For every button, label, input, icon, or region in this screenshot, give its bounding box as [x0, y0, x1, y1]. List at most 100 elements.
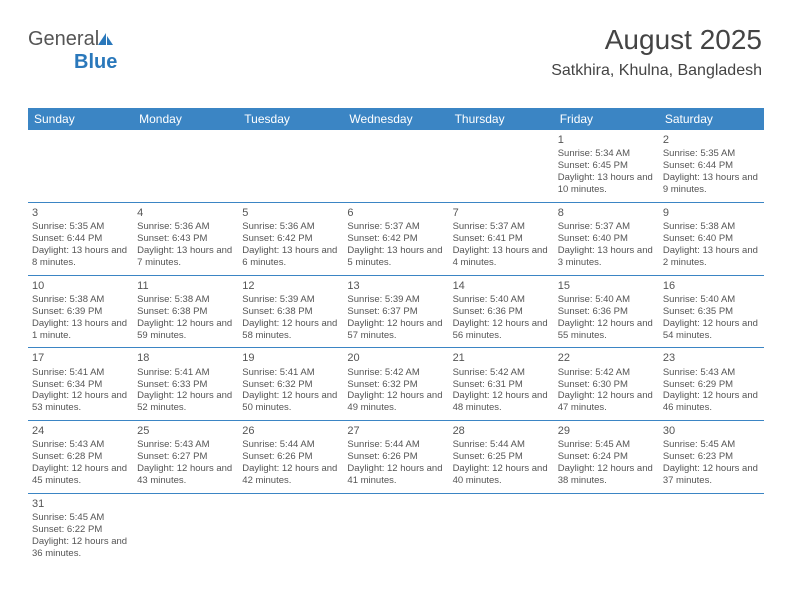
calendar-cell [133, 493, 238, 565]
calendar-cell: 31Sunrise: 5:45 AMSunset: 6:22 PMDayligh… [28, 493, 133, 565]
day-info: Sunrise: 5:43 AMSunset: 6:28 PMDaylight:… [32, 439, 129, 487]
sunrise-text: Sunrise: 5:36 AM [137, 221, 234, 233]
daylight-text: Daylight: 12 hours and 56 minutes. [453, 318, 550, 342]
calendar-cell: 16Sunrise: 5:40 AMSunset: 6:35 PMDayligh… [659, 275, 764, 348]
sunrise-text: Sunrise: 5:42 AM [558, 367, 655, 379]
sunrise-text: Sunrise: 5:39 AM [242, 294, 339, 306]
sunrise-text: Sunrise: 5:43 AM [32, 439, 129, 451]
day-number: 29 [558, 424, 655, 438]
day-info: Sunrise: 5:44 AMSunset: 6:26 PMDaylight:… [347, 439, 444, 487]
daylight-text: Daylight: 12 hours and 54 minutes. [663, 318, 760, 342]
daylight-text: Daylight: 13 hours and 8 minutes. [32, 245, 129, 269]
sunrise-text: Sunrise: 5:37 AM [347, 221, 444, 233]
sunrise-text: Sunrise: 5:41 AM [242, 367, 339, 379]
sunset-text: Sunset: 6:45 PM [558, 160, 655, 172]
daylight-text: Daylight: 12 hours and 55 minutes. [558, 318, 655, 342]
sunrise-text: Sunrise: 5:36 AM [242, 221, 339, 233]
sunrise-text: Sunrise: 5:44 AM [242, 439, 339, 451]
day-number: 3 [32, 206, 129, 220]
day-number: 9 [663, 206, 760, 220]
sunrise-text: Sunrise: 5:42 AM [347, 367, 444, 379]
sunset-text: Sunset: 6:29 PM [663, 379, 760, 391]
daylight-text: Daylight: 13 hours and 6 minutes. [242, 245, 339, 269]
daylight-text: Daylight: 13 hours and 1 minute. [32, 318, 129, 342]
daylight-text: Daylight: 13 hours and 10 minutes. [558, 172, 655, 196]
sunset-text: Sunset: 6:41 PM [453, 233, 550, 245]
sunset-text: Sunset: 6:26 PM [242, 451, 339, 463]
calendar-cell [659, 493, 764, 565]
sunset-text: Sunset: 6:24 PM [558, 451, 655, 463]
calendar-cell [449, 130, 554, 202]
sunset-text: Sunset: 6:43 PM [137, 233, 234, 245]
day-info: Sunrise: 5:35 AMSunset: 6:44 PMDaylight:… [32, 221, 129, 269]
day-info: Sunrise: 5:35 AMSunset: 6:44 PMDaylight:… [663, 148, 760, 196]
sunrise-text: Sunrise: 5:37 AM [453, 221, 550, 233]
daylight-text: Daylight: 12 hours and 57 minutes. [347, 318, 444, 342]
day-info: Sunrise: 5:34 AMSunset: 6:45 PMDaylight:… [558, 148, 655, 196]
sunset-text: Sunset: 6:44 PM [32, 233, 129, 245]
day-info: Sunrise: 5:42 AMSunset: 6:32 PMDaylight:… [347, 367, 444, 415]
sunrise-text: Sunrise: 5:40 AM [453, 294, 550, 306]
day-info: Sunrise: 5:43 AMSunset: 6:29 PMDaylight:… [663, 367, 760, 415]
day-info: Sunrise: 5:40 AMSunset: 6:35 PMDaylight:… [663, 294, 760, 342]
sunset-text: Sunset: 6:26 PM [347, 451, 444, 463]
day-header: Saturday [659, 108, 764, 130]
day-info: Sunrise: 5:44 AMSunset: 6:25 PMDaylight:… [453, 439, 550, 487]
sunset-text: Sunset: 6:28 PM [32, 451, 129, 463]
daylight-text: Daylight: 12 hours and 53 minutes. [32, 390, 129, 414]
day-number: 23 [663, 351, 760, 365]
sunrise-text: Sunrise: 5:41 AM [137, 367, 234, 379]
sunset-text: Sunset: 6:38 PM [242, 306, 339, 318]
sunset-text: Sunset: 6:30 PM [558, 379, 655, 391]
day-info: Sunrise: 5:41 AMSunset: 6:33 PMDaylight:… [137, 367, 234, 415]
day-number: 7 [453, 206, 550, 220]
calendar-cell: 5Sunrise: 5:36 AMSunset: 6:42 PMDaylight… [238, 202, 343, 275]
day-number: 14 [453, 279, 550, 293]
calendar-cell [554, 493, 659, 565]
calendar-cell: 18 Sunrise: 5:41 AMSunset: 6:33 PMDayligh… [133, 348, 238, 421]
day-info: Sunrise: 5:36 AMSunset: 6:43 PMDaylight:… [137, 221, 234, 269]
calendar-cell: 2Sunrise: 5:35 AMSunset: 6:44 PMDaylight… [659, 130, 764, 202]
calendar-cell: 8Sunrise: 5:37 AMSunset: 6:40 PMDaylight… [554, 202, 659, 275]
daylight-text: Daylight: 12 hours and 48 minutes. [453, 390, 550, 414]
day-number: 12 [242, 279, 339, 293]
day-info: Sunrise: 5:42 AMSunset: 6:30 PMDaylight:… [558, 367, 655, 415]
logo-word2: Blue [74, 51, 117, 73]
day-info: Sunrise: 5:39 AMSunset: 6:38 PMDaylight:… [242, 294, 339, 342]
sunrise-text: Sunrise: 5:44 AM [453, 439, 550, 451]
calendar-cell [238, 130, 343, 202]
day-number: 11 [137, 279, 234, 293]
location: Satkhira, Khulna, Bangladesh [551, 62, 762, 80]
daylight-text: Daylight: 13 hours and 4 minutes. [453, 245, 550, 269]
calendar-cell: 6Sunrise: 5:37 AMSunset: 6:42 PMDaylight… [343, 202, 448, 275]
calendar-cell: 3Sunrise: 5:35 AMSunset: 6:44 PMDaylight… [28, 202, 133, 275]
day-number: 30 [663, 424, 760, 438]
day-number: 15 [558, 279, 655, 293]
daylight-text: Daylight: 12 hours and 49 minutes. [347, 390, 444, 414]
sunrise-text: Sunrise: 5:35 AM [663, 148, 760, 160]
day-number: 18 [137, 351, 234, 365]
sunrise-text: Sunrise: 5:43 AM [663, 367, 760, 379]
calendar-cell: 25Sunrise: 5:43 AMSunset: 6:27 PMDayligh… [133, 421, 238, 494]
day-info: Sunrise: 5:45 AMSunset: 6:22 PMDaylight:… [32, 512, 129, 560]
day-number: 28 [453, 424, 550, 438]
logo: General Blue [28, 28, 117, 74]
daylight-text: Daylight: 12 hours and 43 minutes. [137, 463, 234, 487]
sunset-text: Sunset: 6:42 PM [347, 233, 444, 245]
sunrise-text: Sunrise: 5:41 AM [32, 367, 129, 379]
day-number: 27 [347, 424, 444, 438]
calendar-cell: 23 Sunrise: 5:43 AMSunset: 6:29 PMDayligh… [659, 348, 764, 421]
sunset-text: Sunset: 6:22 PM [32, 524, 129, 536]
calendar-cell: 7Sunrise: 5:37 AMSunset: 6:41 PMDaylight… [449, 202, 554, 275]
calendar-cell: 10Sunrise: 5:38 AMSunset: 6:39 PMDayligh… [28, 275, 133, 348]
sunset-text: Sunset: 6:23 PM [663, 451, 760, 463]
day-info: Sunrise: 5:44 AMSunset: 6:26 PMDaylight:… [242, 439, 339, 487]
daylight-text: Daylight: 12 hours and 52 minutes. [137, 390, 234, 414]
calendar-cell: 17Sunrise: 5:41 AMSunset: 6:34 PMDayligh… [28, 348, 133, 421]
day-number: 20 [347, 351, 444, 365]
sunrise-text: Sunrise: 5:45 AM [663, 439, 760, 451]
day-info: Sunrise: 5:38 AMSunset: 6:40 PMDaylight:… [663, 221, 760, 269]
day-number: 31 [32, 497, 129, 511]
day-info: Sunrise: 5:45 AMSunset: 6:24 PMDaylight:… [558, 439, 655, 487]
sunrise-text: Sunrise: 5:38 AM [663, 221, 760, 233]
